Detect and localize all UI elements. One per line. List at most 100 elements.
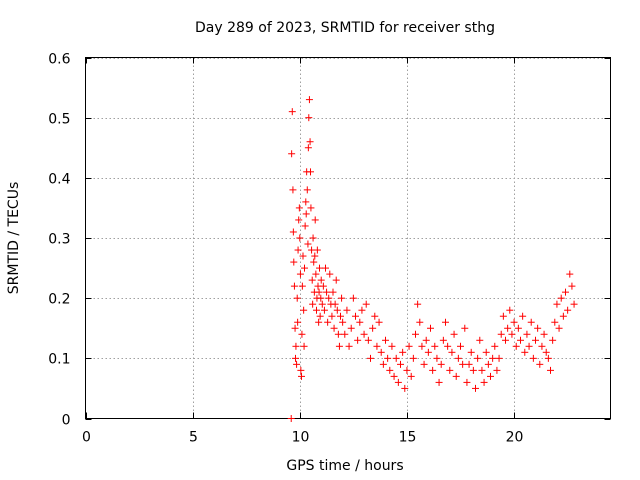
- y-tick-label: 0.4: [48, 172, 70, 188]
- data-point: [347, 324, 355, 332]
- data-point: [474, 354, 482, 362]
- data-point: [566, 270, 574, 278]
- data-point: [323, 288, 331, 296]
- data-point: [517, 336, 524, 344]
- data-point: [489, 354, 497, 362]
- x-tick-label: 5: [189, 430, 198, 446]
- data-point: [289, 186, 297, 194]
- data-point: [310, 258, 318, 266]
- data-point: [313, 246, 321, 254]
- data-points: [287, 96, 578, 422]
- data-point: [459, 360, 467, 368]
- data-point: [469, 366, 477, 374]
- data-point: [431, 342, 439, 350]
- y-tick-label: 0.2: [48, 292, 70, 308]
- grid-lines: [85, 57, 611, 419]
- data-point: [446, 366, 454, 374]
- data-point: [437, 360, 445, 368]
- x-tick-label: 10: [292, 430, 310, 446]
- data-point: [409, 354, 417, 362]
- data-point: [557, 294, 565, 302]
- data-point: [292, 342, 300, 350]
- data-point: [472, 384, 479, 392]
- data-point: [544, 354, 552, 362]
- data-point: [439, 336, 447, 344]
- data-point: [480, 378, 488, 386]
- data-point: [510, 318, 518, 326]
- data-point: [324, 318, 332, 326]
- data-point: [299, 252, 307, 260]
- data-point: [334, 330, 342, 338]
- data-point: [295, 216, 303, 224]
- data-point: [316, 312, 324, 320]
- data-point: [294, 318, 302, 326]
- data-point: [329, 288, 337, 296]
- data-point: [305, 96, 313, 104]
- data-point: [542, 348, 550, 356]
- data-point: [523, 330, 531, 338]
- data-point: [293, 360, 301, 368]
- data-point: [508, 330, 516, 338]
- data-point: [384, 354, 392, 362]
- data-point: [521, 348, 529, 356]
- data-point: [317, 276, 325, 284]
- data-point: [315, 318, 323, 326]
- data-point: [306, 138, 314, 146]
- data-point: [375, 318, 383, 326]
- data-point: [337, 312, 344, 320]
- data-point: [538, 342, 546, 350]
- data-point: [562, 288, 569, 296]
- data-point: [290, 258, 298, 266]
- data-point: [331, 300, 339, 308]
- data-point: [322, 264, 329, 272]
- data-point: [465, 360, 473, 368]
- data-point: [325, 294, 333, 302]
- data-point: [379, 360, 387, 368]
- data-point: [301, 222, 309, 230]
- data-point: [360, 330, 368, 338]
- data-point: [452, 372, 460, 380]
- data-point: [512, 342, 520, 350]
- data-point: [289, 228, 297, 236]
- data-point: [454, 354, 462, 362]
- data-point: [312, 270, 320, 278]
- data-point: [307, 204, 315, 212]
- data-point: [422, 336, 430, 344]
- data-point: [506, 306, 514, 314]
- data-point: [298, 282, 306, 290]
- data-point: [427, 324, 434, 332]
- data-point: [369, 324, 377, 332]
- data-point: [555, 324, 563, 332]
- data-point: [309, 234, 317, 242]
- data-point: [356, 318, 364, 326]
- data-point: [326, 270, 334, 278]
- data-point: [497, 330, 505, 338]
- data-point: [377, 348, 385, 356]
- data-point: [418, 342, 426, 350]
- data-point: [311, 216, 319, 224]
- data-point: [482, 348, 490, 356]
- data-point: [424, 348, 432, 356]
- data-point: [416, 318, 424, 326]
- data-point: [295, 204, 303, 212]
- data-point: [435, 378, 443, 386]
- data-point: [298, 330, 306, 338]
- data-point: [288, 150, 296, 158]
- data-point: [341, 330, 349, 338]
- data-point: [343, 306, 351, 314]
- data-point: [442, 318, 449, 326]
- data-point: [390, 372, 398, 380]
- data-point: [352, 312, 359, 320]
- axis-ticks: 0 5 10 15 20 0 0.1 0.2 0.3 0.4 0.5 0.6: [48, 52, 611, 446]
- data-point: [315, 288, 323, 296]
- data-point: [478, 366, 486, 374]
- plot-frame: [85, 57, 611, 419]
- data-point: [332, 276, 340, 284]
- data-point: [317, 294, 325, 302]
- data-point: [394, 378, 402, 386]
- data-point: [319, 282, 327, 290]
- data-point: [302, 210, 310, 218]
- data-point: [392, 354, 400, 362]
- data-point: [354, 336, 362, 344]
